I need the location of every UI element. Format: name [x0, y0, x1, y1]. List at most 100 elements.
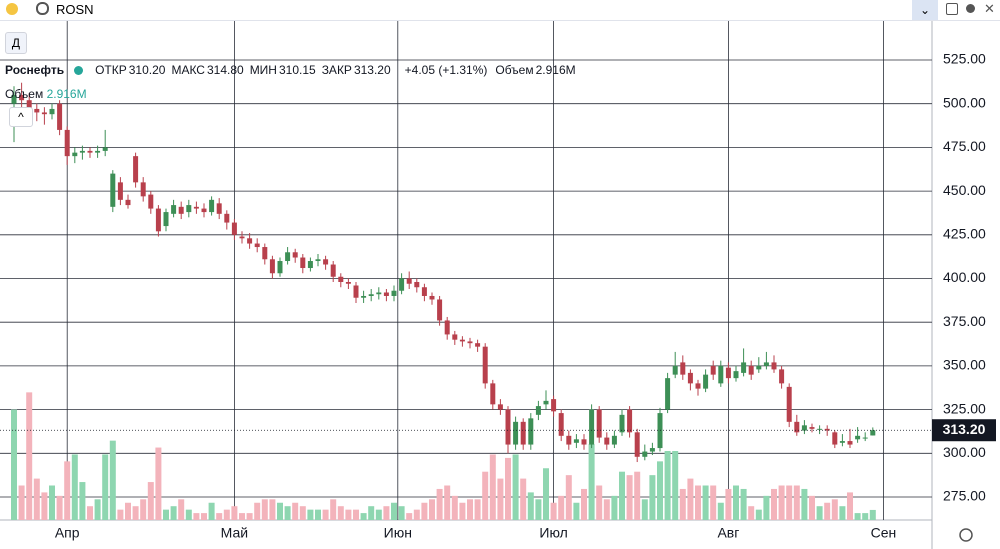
volume-bar — [854, 513, 861, 520]
candle-body — [307, 261, 313, 269]
settings-button[interactable] — [966, 4, 975, 13]
volume-bar — [315, 509, 321, 520]
candle-body — [771, 362, 777, 370]
volume-bar — [307, 509, 314, 520]
volume-bar — [565, 475, 572, 520]
candle-body — [315, 259, 321, 262]
volume-bar — [733, 485, 739, 520]
volume-bar — [375, 509, 382, 520]
volume-bar — [345, 509, 352, 520]
window-button[interactable] — [946, 3, 958, 15]
x-tick-label: Июл — [539, 525, 567, 541]
volume-bar — [155, 447, 162, 520]
legend-label: МАКС — [171, 63, 205, 77]
status-dot — [74, 65, 84, 75]
volume-bar — [413, 509, 420, 520]
candle-body — [855, 435, 861, 440]
candle-body — [383, 292, 389, 296]
volume-bar — [269, 499, 276, 520]
volume-bar — [223, 509, 230, 520]
candle-body — [794, 421, 800, 433]
volume-bar — [512, 454, 519, 520]
candle-body — [520, 421, 526, 445]
close-button[interactable]: ✕ — [984, 1, 995, 16]
candle-body — [862, 437, 868, 439]
volume-bar — [26, 392, 33, 520]
candle-body — [269, 259, 275, 274]
y-tick-label: 425.00 — [943, 226, 986, 242]
volume-bar — [869, 509, 876, 520]
volume-bar — [185, 509, 192, 520]
candle-body — [733, 371, 739, 379]
legend-value: 310.15 — [278, 63, 316, 77]
candle-body — [406, 278, 412, 284]
candle-body — [148, 194, 154, 209]
volume-bar — [125, 502, 131, 520]
x-tick-label: Апр — [55, 525, 80, 541]
candle-body — [627, 409, 633, 433]
volume-bar — [353, 509, 359, 520]
y-tick-label: 500.00 — [943, 94, 986, 110]
volume-bar — [558, 495, 565, 520]
candle-body — [186, 205, 192, 213]
candle-body — [490, 383, 496, 405]
volume-bar — [451, 495, 458, 520]
candle-body — [619, 414, 625, 433]
volume-bar — [596, 485, 603, 520]
candle-body — [262, 247, 268, 260]
candle-body — [57, 103, 63, 130]
candle-body — [672, 365, 678, 375]
candle-body — [444, 320, 450, 335]
volume-bar — [793, 485, 800, 520]
volume-bar — [391, 502, 397, 520]
candle-body — [247, 238, 253, 244]
volume-bar — [277, 502, 283, 520]
candle-body — [391, 290, 397, 296]
candle-body — [535, 406, 541, 415]
collapse-button[interactable]: ^ — [9, 107, 33, 127]
candle-body — [566, 435, 572, 445]
search-icon[interactable] — [36, 2, 49, 15]
candle-body — [513, 421, 519, 445]
candle-body — [847, 441, 853, 445]
volume-bar — [801, 488, 808, 520]
volume-bar — [862, 513, 869, 520]
interval-button[interactable]: Д — [5, 32, 27, 54]
candle-body — [665, 378, 671, 410]
volume-bar — [710, 485, 717, 520]
volume-bar — [398, 506, 405, 520]
volume-bar — [687, 478, 694, 520]
candle-body — [741, 362, 747, 373]
candle-body — [49, 108, 55, 115]
volume-bar — [147, 482, 154, 520]
symbol[interactable]: ROSN — [56, 2, 94, 17]
volume-bar — [543, 468, 549, 520]
volume-bar — [178, 499, 185, 520]
volume-bar — [740, 488, 747, 520]
x-tick-label: Июн — [384, 525, 412, 541]
candle-body — [345, 281, 351, 284]
candle-body — [216, 203, 222, 214]
volume-bar — [337, 506, 344, 520]
volume-bar — [322, 509, 329, 520]
candle-body — [558, 413, 564, 436]
candle-body — [710, 365, 716, 375]
status-dot — [6, 3, 18, 15]
candle-body — [87, 150, 93, 153]
candle-body — [155, 208, 161, 232]
volume-bar — [839, 506, 846, 520]
volume-bar — [246, 513, 253, 520]
dropdown-button[interactable]: ⌄ — [912, 0, 938, 20]
candle-body — [163, 212, 169, 227]
candle-body — [809, 427, 815, 429]
volume-legend: Объем 2.916M — [5, 87, 87, 101]
candle-body — [429, 295, 435, 300]
candle-body — [72, 152, 78, 157]
volume-bar — [216, 513, 223, 520]
volume-bar — [641, 499, 648, 520]
candle-body — [231, 222, 237, 235]
volume-bar — [284, 506, 291, 520]
x-tick-label: Сен — [871, 525, 897, 541]
volume-bar — [261, 499, 268, 520]
